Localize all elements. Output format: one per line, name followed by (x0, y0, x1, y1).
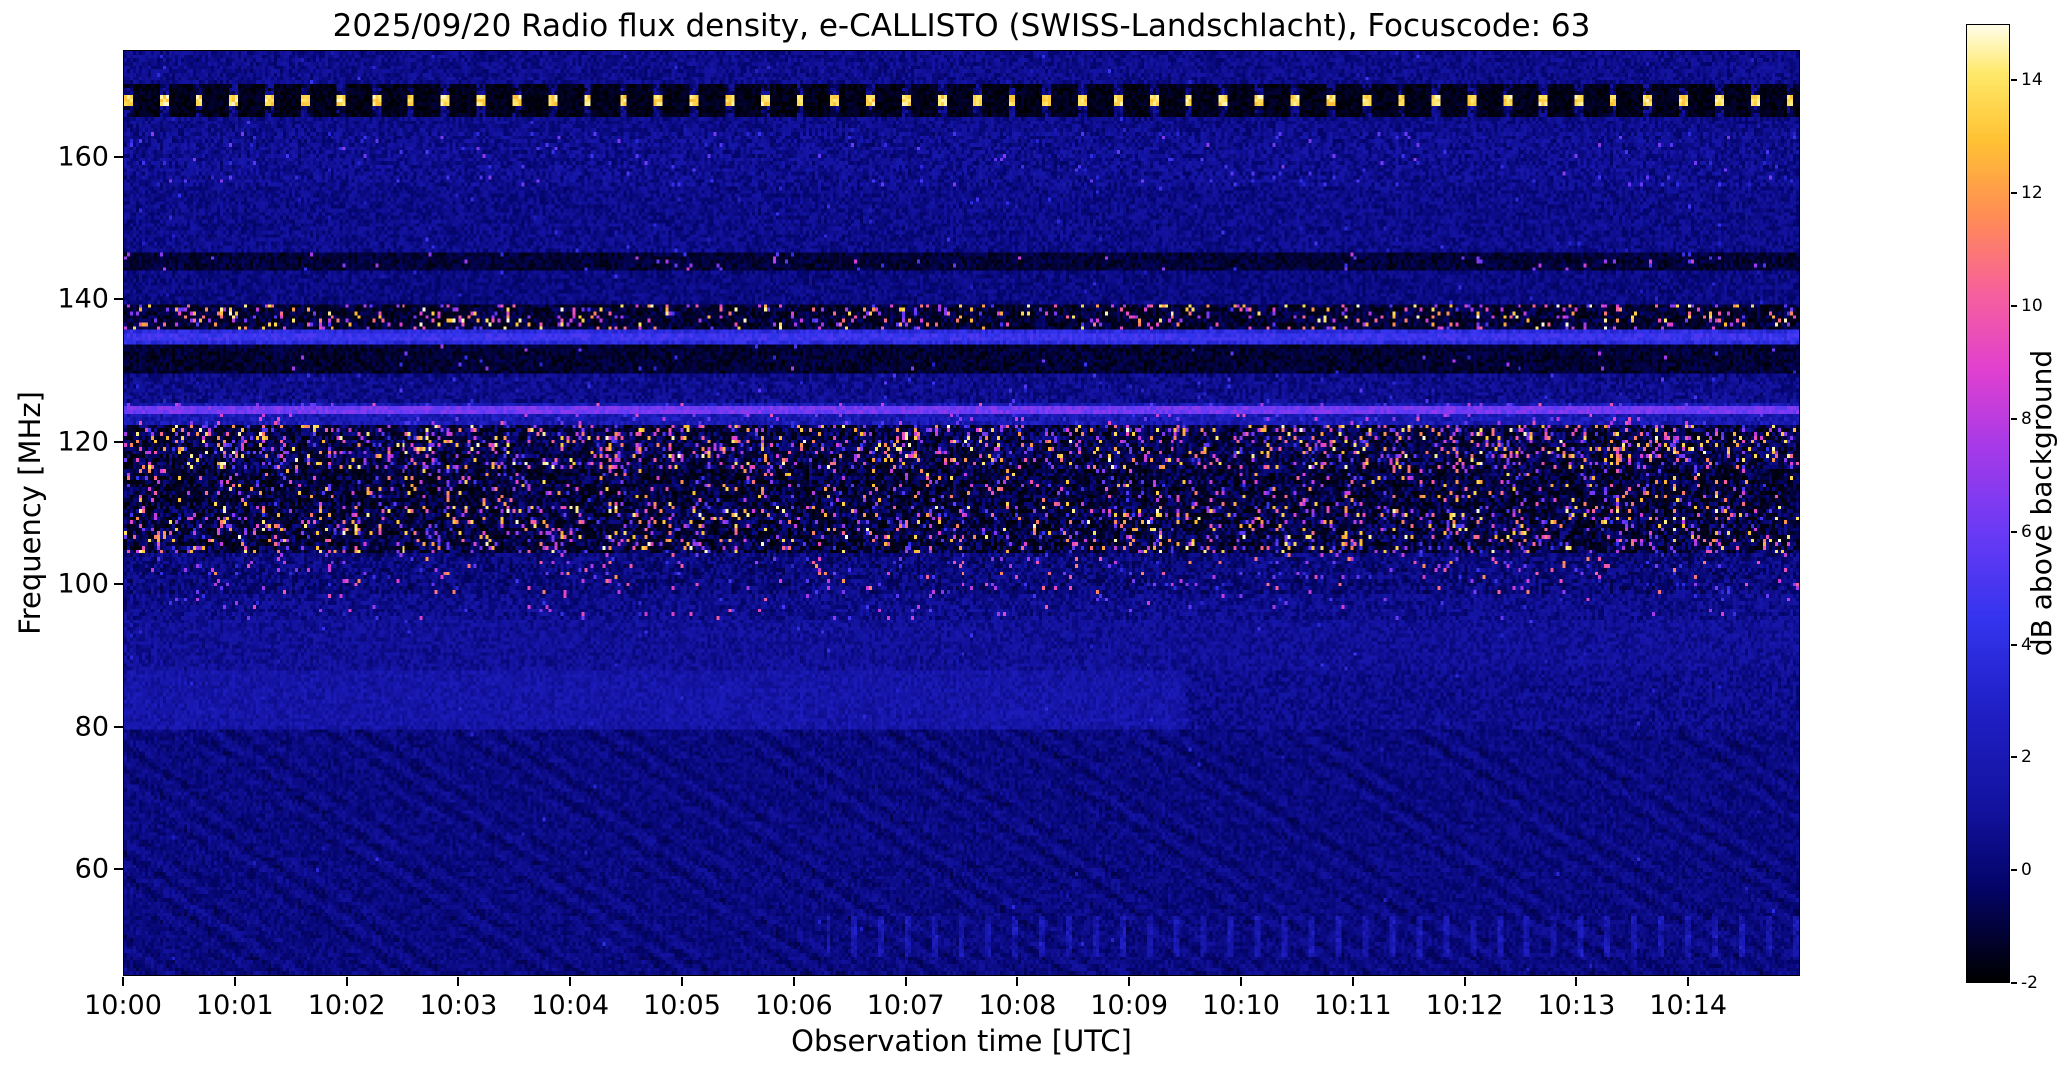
colorbar-tick-label: 2 (2021, 747, 2032, 768)
x-tick-mark (1463, 977, 1466, 986)
y-tick-label: 160 (57, 141, 109, 173)
colorbar-tick-mark (2011, 982, 2017, 984)
x-tick-mark (1575, 977, 1578, 986)
x-tick-label: 10:07 (866, 990, 945, 1021)
x-tick-label: 10:11 (1313, 990, 1392, 1021)
colorbar-tick-label: 8 (2021, 408, 2032, 429)
colorbar-tick-label: 12 (2021, 183, 2043, 204)
x-tick-label: 10:08 (978, 990, 1057, 1021)
y-tick-label: 80 (74, 711, 109, 743)
y-tick-label: 120 (57, 426, 109, 458)
colorbar-tick-mark (2011, 756, 2017, 759)
x-tick-mark (569, 977, 572, 986)
x-tick-label: 10:03 (419, 990, 498, 1021)
colorbar-tick-label: -2 (2021, 973, 2038, 993)
y-tick-mark (114, 725, 123, 728)
x-tick-label: 10:12 (1425, 990, 1504, 1021)
colorbar-tick-label: 6 (2021, 521, 2032, 542)
colorbar-tick-mark (2011, 192, 2017, 195)
x-tick-mark (1351, 977, 1354, 986)
y-tick-mark (114, 155, 123, 158)
x-tick-label: 10:05 (643, 990, 721, 1021)
colorbar-tick-label: 4 (2021, 634, 2032, 655)
x-tick-mark (1016, 977, 1019, 986)
colorbar-tick-label: 10 (2021, 296, 2043, 317)
y-tick-mark (114, 440, 123, 443)
x-axis-label: Observation time [UTC] (791, 1024, 1132, 1058)
colorbar-label: dB above background (2025, 349, 2058, 657)
x-tick-mark (345, 977, 348, 986)
colorbar-tick-mark (2011, 417, 2017, 420)
x-tick-label: 10:10 (1202, 990, 1280, 1021)
x-tick-label: 10:14 (1649, 990, 1728, 1021)
y-tick-mark (114, 868, 123, 871)
x-tick-label: 10:06 (754, 990, 833, 1021)
colorbar-tick-mark (2011, 305, 2017, 308)
colorbar-tick-mark (2011, 643, 2017, 646)
x-tick-label: 10:01 (195, 990, 274, 1021)
y-tick-mark (114, 583, 123, 586)
x-tick-mark (792, 977, 795, 986)
x-tick-mark (1128, 977, 1131, 986)
colorbar-tick-mark (2011, 79, 2017, 82)
y-tick-mark (114, 298, 123, 301)
x-tick-label: 10:02 (307, 990, 386, 1021)
spectrogram-canvas (123, 50, 1800, 976)
y-tick-label: 60 (74, 853, 109, 885)
x-tick-label: 10:09 (1090, 990, 1169, 1021)
x-tick-mark (1687, 977, 1690, 986)
x-tick-mark (233, 977, 236, 986)
y-axis-label: Frequency [MHz] (13, 391, 47, 635)
x-tick-mark (1240, 977, 1242, 986)
y-tick-label: 140 (57, 283, 109, 315)
colorbar-tick-mark (2011, 869, 2017, 872)
x-tick-label: 10:13 (1537, 990, 1616, 1021)
x-tick-mark (457, 977, 460, 986)
x-tick-mark (681, 977, 683, 986)
x-tick-label: 10:00 (84, 990, 162, 1021)
x-tick-mark (122, 977, 124, 986)
colorbar-canvas (1966, 24, 2010, 983)
y-tick-label: 100 (57, 568, 109, 600)
x-tick-mark (904, 977, 907, 986)
colorbar-tick-label: 0 (2021, 860, 2032, 881)
x-tick-label: 10:04 (531, 990, 610, 1021)
plot-title: 2025/09/20 Radio flux density, e-CALLIST… (332, 8, 1591, 44)
colorbar-tick-label: 14 (2021, 70, 2043, 91)
colorbar-tick-mark (2011, 530, 2017, 533)
